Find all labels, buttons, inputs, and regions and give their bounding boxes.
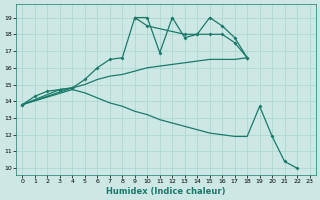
X-axis label: Humidex (Indice chaleur): Humidex (Indice chaleur) xyxy=(106,187,226,196)
